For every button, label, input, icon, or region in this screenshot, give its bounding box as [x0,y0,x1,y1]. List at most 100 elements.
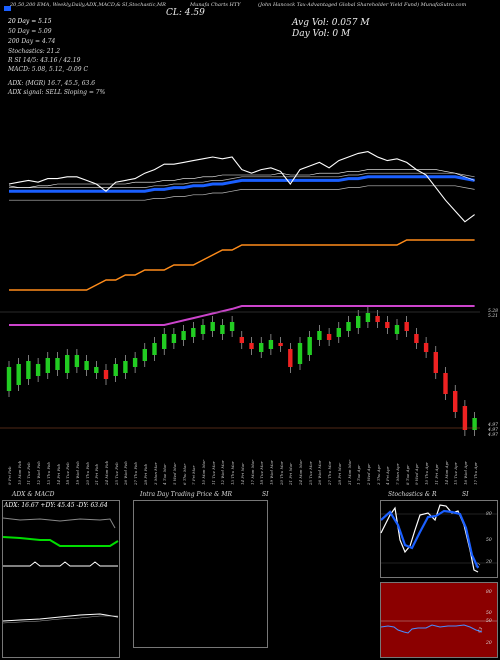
candle [55,358,60,370]
candle [152,343,157,355]
candle [385,322,390,328]
avg-volume: Avg Vol: 0.057 M [292,18,370,28]
candle [94,367,99,373]
info-ema50: 50 Day = 5.09 [8,28,52,35]
stoch-tick: 20 [486,560,492,565]
info-stochastics: Stochastics: 21.2 [8,48,61,55]
rsi-line [380,624,483,634]
candle [317,331,322,340]
macd-line [2,613,119,622]
ema200-line [9,239,475,291]
info-adx: ADX: (MGR) 16.7, 45.5, 63.6 [8,80,96,87]
candle [259,343,264,352]
candle [278,343,283,346]
rsi-tick: 80 [486,590,492,595]
candle [200,325,206,334]
header-brand: Munafa Charts HTY [190,2,241,8]
adx-white-line [3,561,118,567]
intraday-panel [133,500,268,648]
info-ema200: 200 Day = 4.74 [8,38,56,45]
intraday-panel-title: Intra Day Trading Price & MR [140,491,233,498]
candle [16,364,21,385]
candle [84,361,89,370]
candle [74,355,80,367]
candle [6,367,12,391]
info-rsi: R SI 14/5: 43.16 / 42.19 [8,57,81,64]
candle [326,334,332,340]
ema50-line [9,175,475,193]
candle [191,328,196,337]
candle [210,322,215,331]
close-price-line [8,151,475,223]
adx-panel [2,500,120,658]
adx-plus-line [2,517,116,529]
candle [249,343,254,349]
candle [414,334,419,343]
price-label: 4.97 [487,423,498,428]
header-indicators: 20,50,200 EMA, Weekly,Daily,ADX,MACD,& [10,2,121,8]
info-adx-signal: ADX signal: SELL Sloping = 7% [8,89,106,96]
candle [346,322,351,331]
candle [394,325,400,334]
macd-signal-line [2,615,118,624]
candle [229,322,235,331]
price-label: 4.97 [487,428,498,433]
candle [453,391,458,412]
rsi-tick: 50 [486,619,492,624]
ema20-line [8,169,475,188]
ema-band-lower-line [9,185,475,201]
header-stoch: SI,Stochastic,MR [122,2,166,8]
candle [35,364,41,376]
info-macd: MACD: 5.08, 5.12, -0.09 C [8,66,89,73]
day-volume: Day Vol: 0 M [292,29,351,39]
candle [171,334,177,343]
candle [268,340,274,349]
candle [162,334,167,349]
weekly-line [9,305,475,326]
candle [65,355,70,373]
candle [375,316,380,322]
candle [239,337,244,343]
si-panel-title: SI [262,491,269,498]
candle [132,358,138,367]
candle [181,331,186,340]
stoch-tick: 80 [486,512,492,517]
si-panel-title-2: SI [462,491,469,498]
candle [113,364,118,376]
candle [307,337,312,355]
candle [288,349,293,367]
header-fund-name: (John Hancock Tax-Advantaged Global Shar… [258,2,467,8]
rsi-tick: 50 [486,611,492,616]
stochastics-panel [380,500,498,578]
info-ema20: 20 Day = 5.15 [8,18,52,25]
price-label: 4.97 [487,433,498,438]
candle [462,406,468,430]
stoch-panel-title: Stochastics & R [388,491,437,498]
adx-green-line [2,536,119,547]
ema-band-upper-line [9,172,475,188]
candle [45,358,50,373]
stoch-k-line [380,504,479,573]
stoch-tick: 50 [486,538,492,543]
candle [365,313,371,322]
candle [123,361,128,373]
candle [142,349,147,361]
candle [297,343,303,364]
adx-panel-title: ADX & MACD [12,491,55,498]
candle [336,328,341,337]
symbol-badge [4,6,11,11]
rsi-tick: 20 [486,641,492,646]
candle [356,316,361,328]
candle [26,361,31,379]
candle [404,322,409,331]
candle [423,343,429,352]
price-label: 5.21 [487,314,498,319]
stoch-d-line [380,509,479,569]
candle [443,373,448,394]
close-price: CL: 4.59 [166,8,205,18]
adx-values: ADX: 16.67 +DY: 45.45 -DY: 63.64 [4,502,108,509]
candle [103,370,109,379]
candle [433,352,438,373]
